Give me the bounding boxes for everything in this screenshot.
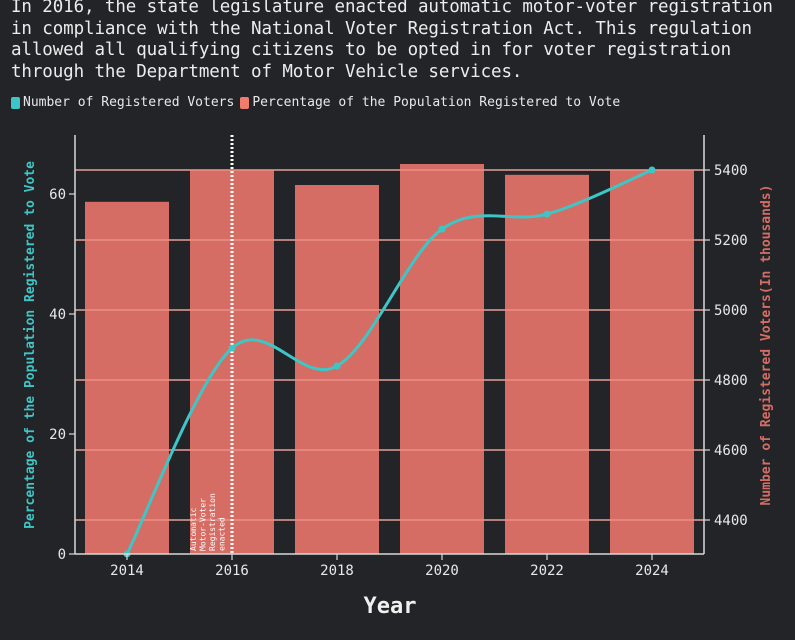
chart-caption: In 2016, the state legislature enacted a… [11,0,773,82]
line-point-2020[interactable] [438,225,446,233]
x-tick-label: 2016 [215,563,249,579]
bar-2022[interactable] [505,174,589,555]
annotation-text: Automatic [189,507,198,551]
bar-series-percentage [85,164,694,555]
annotation-text: Motor-Voter [199,498,208,551]
bar-2024[interactable] [610,170,694,554]
annotation-2016: Automatic Motor-Voter Registration enacted [189,135,234,554]
left-tick-label: 60 [49,187,66,203]
left-axis-title: Percentage of the Population Registered … [23,161,38,529]
gridlines-over-bars [75,169,704,521]
annotation-text: enacted [218,517,227,551]
right-tick-label: 4400 [714,513,748,529]
legend-item-percentage[interactable]: Percentage of the Population Registered … [240,95,620,110]
line-point-2024[interactable] [648,166,656,174]
line-point-2018[interactable] [333,362,341,370]
x-tick-label: 2020 [425,563,459,579]
left-tick-label: 20 [49,427,66,443]
annotation-text: Registration [208,493,217,551]
legend-item-registered-voters[interactable]: Number of Registered Voters [11,95,234,110]
line-point-2022[interactable] [543,210,551,218]
legend-swatch-coral [240,96,250,109]
legend-label: Number of Registered Voters [23,95,235,110]
x-tick-label: 2024 [635,563,669,579]
x-tick-label: 2014 [110,563,144,579]
x-tick-label: 2022 [530,563,564,579]
gridlines [75,169,704,521]
x-tick-label: 2018 [320,563,354,579]
right-tick-label: 5400 [714,163,748,179]
bar-2020[interactable] [400,164,484,554]
right-tick-label: 4600 [714,443,748,459]
legend-swatch-cyan [11,96,20,109]
right-tick-label: 4800 [714,373,748,389]
left-tick-label: 0 [58,547,66,563]
x-axis-title: Year [364,594,417,619]
right-axis-title: Number of Registered Voters(In thousands… [759,185,774,506]
bar-2016[interactable] [190,170,274,554]
right-tick-label: 5000 [714,303,748,319]
legend: Number of Registered Voters Percentage o… [11,95,626,110]
line-series-registered-voters [123,166,656,558]
right-tick-label: 5200 [714,233,748,249]
bar-2014[interactable] [85,201,169,555]
left-tick-label: 40 [49,307,66,323]
line-point-2016[interactable] [228,344,236,352]
axes: 0 20 40 60 4400 4600 4800 5000 5200 5400 2014 2016 2… [49,135,748,579]
legend-label: Percentage of the Population Registered … [252,95,621,110]
